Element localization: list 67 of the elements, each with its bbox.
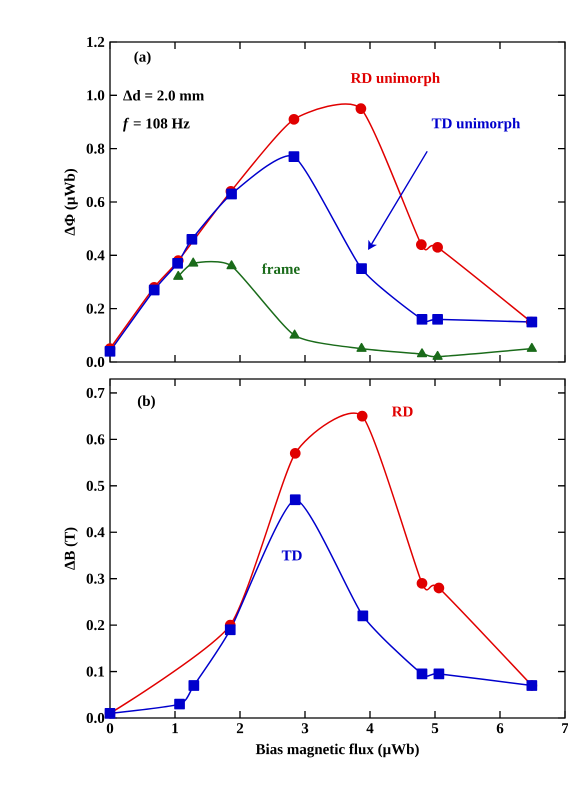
y-tick-label: 0.7 [86, 388, 104, 398]
point [148, 284, 160, 296]
point [288, 151, 300, 162]
y-tick-label: 0.5 [86, 480, 104, 491]
point [416, 348, 428, 358]
x-tick-label: 3 [302, 723, 308, 734]
point [172, 258, 183, 269]
point [434, 668, 444, 680]
point [432, 350, 443, 360]
point [288, 114, 300, 125]
point [416, 578, 428, 589]
x-tick-label: 0 [106, 723, 114, 734]
series-label: RD unimorph [350, 72, 440, 86]
x-tick-label: 2 [236, 723, 244, 734]
y-tick-label: 0.6 [86, 434, 104, 444]
point [356, 263, 367, 274]
y-tick-label: 0.3 [86, 574, 104, 584]
annotation: (a) [134, 51, 151, 65]
point [226, 188, 237, 200]
point [432, 314, 443, 325]
x-tick-label: 7 [562, 723, 568, 734]
annotation: Δd = 2.0 mm [123, 90, 204, 101]
point [356, 410, 368, 422]
y-axis-title: ΔB (T) [64, 528, 78, 570]
point [356, 342, 367, 352]
point [416, 668, 428, 680]
y-tick-label: 1.2 [87, 36, 104, 48]
point [356, 103, 366, 114]
y-tick-label: 0.4 [86, 527, 105, 538]
y-tick-label: 0.1 [86, 666, 104, 677]
point [432, 242, 443, 253]
point [188, 680, 200, 691]
x-axis-title: Bias magnetic flux (μWb) [256, 744, 419, 758]
annotation: (b) [138, 395, 155, 410]
y-tick-label: 0.0 [86, 356, 104, 368]
y-axis-title: ΔΦ (μWb) [64, 168, 78, 236]
point [174, 698, 185, 710]
y-tick-label: 0.4 [86, 250, 105, 260]
point [358, 610, 368, 622]
y-tick-label: 0.2 [86, 304, 104, 314]
point [290, 494, 301, 506]
y-tick-label: 0.8 [86, 144, 104, 154]
point [226, 260, 237, 270]
point [290, 330, 300, 339]
point [224, 624, 236, 636]
point [290, 448, 301, 459]
point [104, 346, 116, 357]
x-tick-label: 4 [366, 723, 374, 734]
series-label: RD [392, 406, 413, 416]
x-tick-label: 5 [432, 723, 438, 734]
point [434, 582, 444, 594]
text: TD unimorph [432, 118, 520, 132]
annotation: f = 108 Hz [123, 118, 190, 132]
x-tick-label: 6 [496, 723, 504, 734]
series-label: TD [282, 550, 302, 560]
y-tick-label: 0.0 [86, 712, 104, 724]
series-label: frame [262, 263, 300, 274]
x-tick-label: 1 [172, 723, 178, 734]
point [526, 342, 537, 352]
point [173, 270, 184, 280]
point [416, 239, 427, 250]
y-tick-label: 0.6 [86, 196, 104, 208]
point [416, 314, 428, 325]
point [186, 234, 198, 245]
point [188, 258, 198, 267]
y-tick-label: 1.0 [87, 90, 104, 100]
y-tick-label: 0.2 [86, 620, 104, 630]
